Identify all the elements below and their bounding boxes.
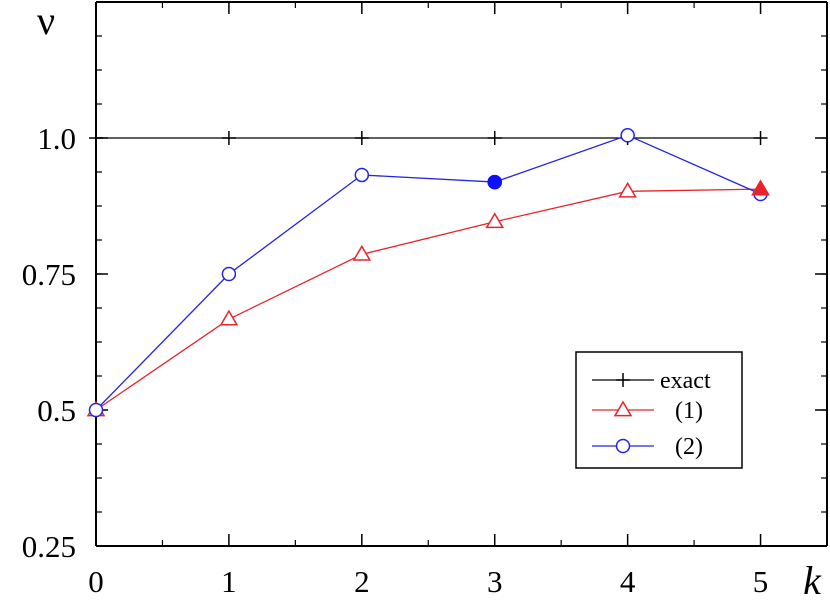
y-tick-label: 0.25 xyxy=(22,529,76,564)
legend-entry: (2) xyxy=(592,434,703,460)
data-point xyxy=(89,131,103,145)
legend-label: (1) xyxy=(675,398,703,424)
y-axis-title: ν xyxy=(37,0,55,43)
legend: exact (1) (2) xyxy=(575,351,743,469)
y-tick-label: 0.5 xyxy=(37,393,76,428)
legend-marker xyxy=(613,400,633,417)
data-point xyxy=(221,266,237,282)
x-tick-label: 1 xyxy=(221,564,237,599)
data-point xyxy=(753,131,768,145)
series-layer xyxy=(86,128,770,418)
series-line xyxy=(95,188,761,411)
data-point xyxy=(354,131,369,145)
data-point xyxy=(219,309,239,326)
x-tick-label: 0 xyxy=(88,564,104,599)
x-tick-label: 4 xyxy=(620,564,636,599)
y-tick-label: 1.0 xyxy=(37,121,76,156)
legend-label: exact xyxy=(660,368,711,394)
series-line xyxy=(95,134,761,411)
data-point xyxy=(354,167,370,183)
x-tick-label: 5 xyxy=(753,564,769,599)
data-point xyxy=(221,131,236,145)
y-tick-label: 0.75 xyxy=(22,257,76,292)
data-point xyxy=(88,402,104,418)
legend-label: (2) xyxy=(675,434,703,460)
legend-entry: (1) xyxy=(592,398,703,424)
highlighted-data-point xyxy=(487,174,502,190)
legend-entry: exact xyxy=(592,368,711,394)
legend-marker xyxy=(615,438,631,454)
data-point xyxy=(618,181,637,198)
x-axis-title: k xyxy=(803,558,822,602)
data-point xyxy=(487,131,502,145)
axes: 0 1 2 3 4 5 0.25 0.5 0.75 1.0 k ν xyxy=(22,0,828,602)
series-1 xyxy=(89,131,768,145)
data-point xyxy=(485,212,505,229)
data-point xyxy=(352,244,372,261)
x-tick-label: 2 xyxy=(354,564,370,599)
x-tick-label: 3 xyxy=(487,564,503,599)
data-point xyxy=(620,128,635,143)
legend-marker xyxy=(616,373,630,387)
highlighted-data-point xyxy=(751,179,770,196)
